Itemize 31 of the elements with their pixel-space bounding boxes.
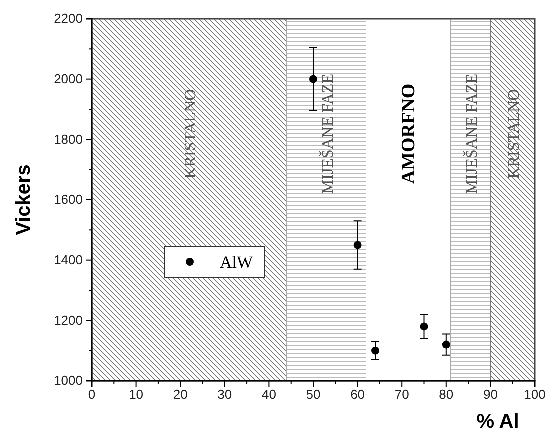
x-tick-label: 100 (524, 387, 545, 402)
x-tick-label: 10 (129, 387, 144, 402)
x-tick-label: 40 (262, 387, 276, 402)
x-tick-label: 0 (88, 387, 96, 402)
band-label: KRISTALNO (506, 89, 523, 179)
x-axis-title: % Al (476, 411, 520, 433)
y-tick-label: 2000 (54, 71, 83, 86)
band-label: MIJEŠANE FAZE (318, 74, 337, 194)
point (372, 346, 380, 355)
y-tick-label: 1400 (54, 252, 83, 268)
band-label: MIJEŠANE FAZE (462, 74, 481, 194)
x-tick-label: 70 (394, 387, 410, 402)
band-label: KRISTALNO (182, 89, 200, 179)
point (310, 75, 318, 84)
x-tick-label: 20 (173, 387, 188, 402)
y-axis-title: Vickers (13, 164, 35, 236)
band-label: AMORFNO (398, 84, 420, 184)
y-tick-label: 1000 (54, 373, 83, 388)
x-tick-label: 50 (306, 387, 321, 402)
y-tick-label: 1200 (54, 312, 83, 328)
x-tick-label: 60 (350, 387, 366, 402)
y-tick-label: 2200 (54, 11, 83, 26)
point (442, 340, 450, 349)
y-tick-label: 1800 (54, 132, 83, 147)
x-tick-label: 80 (439, 387, 454, 402)
point (354, 241, 362, 250)
x-tick-label: 30 (218, 387, 232, 402)
point (420, 322, 428, 331)
legend-label: AlW (220, 253, 254, 272)
x-tick-label: 90 (483, 387, 498, 402)
y-tick-label: 1600 (54, 192, 83, 208)
